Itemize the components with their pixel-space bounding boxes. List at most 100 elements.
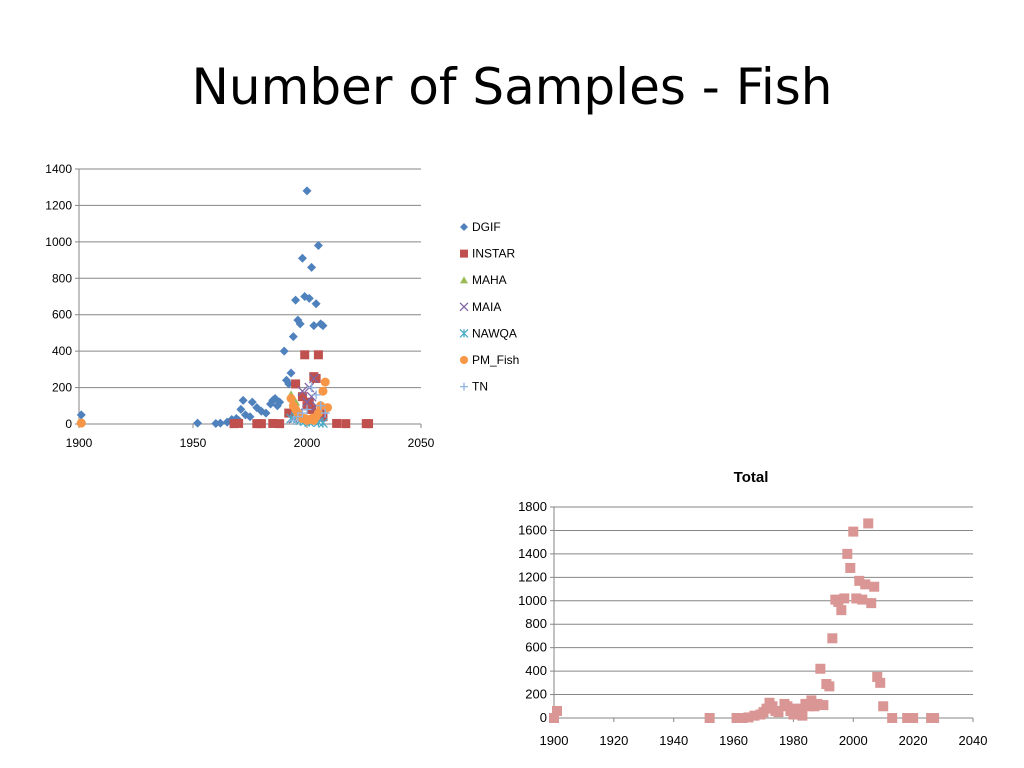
slide-title: Number of Samples - Fish: [191, 58, 833, 116]
data-point: [755, 709, 766, 720]
data-point: [297, 386, 308, 397]
data-point: [704, 713, 715, 723]
series-total: [549, 518, 940, 723]
data-point: [307, 404, 317, 414]
data-point: [316, 319, 326, 329]
data-point: [234, 418, 244, 428]
data-point: [782, 701, 793, 712]
data-point: [279, 346, 289, 356]
data-point: [812, 698, 823, 709]
y-tick-label: 400: [525, 663, 547, 678]
data-point: [268, 418, 278, 428]
series-maha: [286, 390, 317, 424]
data-point: [307, 383, 317, 393]
data-point: [293, 408, 303, 417]
data-point: [300, 414, 310, 424]
data-point: [313, 417, 324, 428]
data-point: [256, 419, 266, 429]
data-point: [309, 372, 319, 382]
data-point: [245, 412, 255, 422]
y-tick-label: 400: [52, 344, 72, 358]
data-point: [234, 415, 244, 425]
x-tick-label: 1900: [66, 436, 93, 450]
data-point: [193, 418, 203, 428]
data-point: [291, 397, 301, 406]
data-point: [293, 412, 303, 422]
y-tick-label: 1400: [518, 546, 547, 561]
data-point: [240, 410, 250, 420]
data-point: [318, 386, 328, 396]
y-tick-label: 600: [52, 308, 72, 322]
y-tick-label: 800: [525, 616, 547, 631]
x-tick-label: 2020: [899, 733, 928, 748]
data-point: [770, 705, 781, 716]
data-point: [863, 518, 874, 529]
data-point: [302, 397, 312, 408]
grid-lines: [554, 506, 973, 719]
data-point: [297, 412, 307, 421]
data-point: [272, 401, 282, 411]
data-point: [229, 419, 239, 429]
grid-lines: [79, 168, 421, 425]
data-point: [302, 404, 312, 414]
legend-entry: NAWQA: [472, 326, 517, 340]
legend-marker: [459, 328, 469, 338]
y-tick-label: 0: [65, 417, 72, 431]
data-point: [284, 379, 294, 389]
data-point: [256, 406, 266, 416]
y-tick-label: 1200: [518, 569, 547, 584]
data-point: [307, 262, 317, 272]
data-point: [318, 321, 328, 331]
data-point: [791, 703, 802, 714]
data-point: [773, 707, 784, 718]
series-pm_fish: [76, 377, 333, 428]
x-tick-label: 1950: [180, 436, 207, 450]
data-point: [318, 412, 328, 422]
legend-marker: [459, 302, 469, 312]
data-point: [238, 395, 248, 405]
data-point: [293, 408, 303, 418]
data-point: [291, 404, 301, 414]
chart-title: Total: [734, 469, 769, 486]
y-tick-label: 1600: [518, 522, 547, 537]
data-point: [549, 713, 559, 723]
data-point: [860, 579, 871, 590]
data-point: [302, 401, 312, 411]
data-point: [845, 562, 856, 573]
data-point: [288, 401, 298, 411]
legend-entry: DGIF: [472, 220, 501, 234]
data-point: [320, 408, 330, 418]
data-point: [788, 709, 799, 720]
data-point: [815, 663, 826, 674]
data-point: [866, 598, 877, 609]
data-point: [323, 403, 333, 413]
y-tick-label: 600: [525, 640, 547, 655]
data-point: [872, 671, 883, 682]
data-point: [908, 713, 919, 723]
data-point: [288, 332, 298, 342]
legend-entry: TN: [472, 380, 488, 394]
y-tick-label: 200: [52, 381, 72, 395]
data-point: [286, 368, 296, 378]
data-point: [297, 408, 307, 418]
data-point: [842, 548, 853, 559]
data-point: [76, 410, 86, 420]
data-point: [306, 391, 317, 402]
data-point: [222, 417, 232, 427]
data-point: [231, 414, 241, 424]
x-tick-label: 2000: [839, 733, 868, 748]
y-tick-label: 1400: [45, 162, 72, 176]
data-point: [809, 701, 820, 712]
data-point: [215, 418, 225, 428]
series-dgif: [76, 186, 328, 428]
data-point: [731, 713, 742, 723]
data-point: [292, 408, 303, 419]
legend-marker: [460, 356, 468, 364]
series-instar: [229, 350, 374, 429]
data-point: [818, 700, 829, 711]
data-point: [311, 390, 321, 400]
data-point: [316, 401, 326, 411]
data-point: [299, 416, 310, 427]
x-tick-label: 1900: [540, 733, 569, 748]
data-point: [313, 350, 323, 360]
